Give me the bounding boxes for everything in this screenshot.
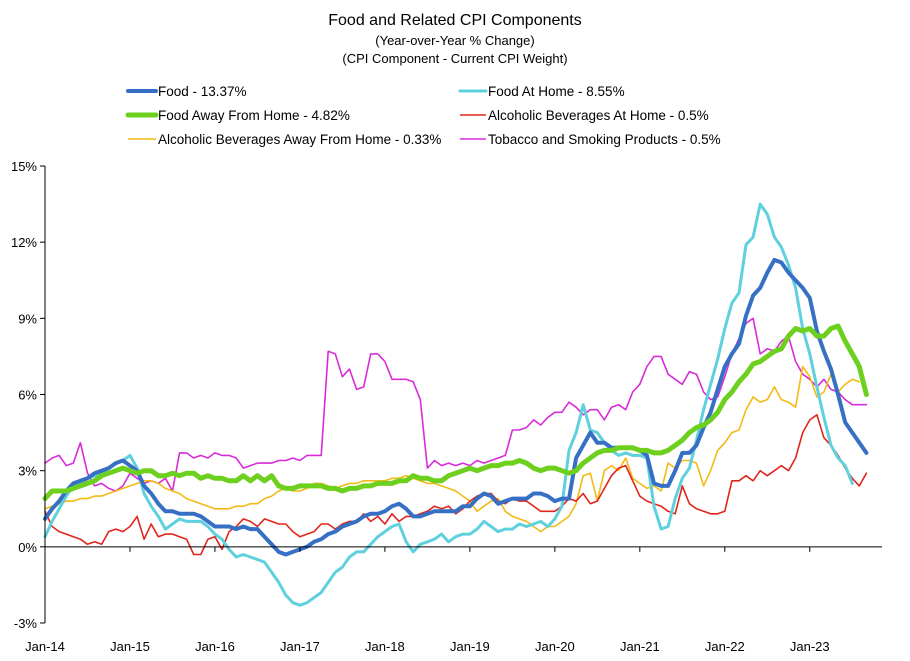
x-axis-ticks: Jan-14 Jan-15 Jan-16 Jan-17 Jan-18 Jan-19 Jan-… [25,546,830,654]
x-tick-label: Jan-14 [25,639,65,654]
x-tick-label: Jan-20 [535,639,575,654]
series-line-1 [43,202,854,607]
y-tick-label: 6% [18,388,37,403]
series-line-0 [43,257,869,557]
y-tick-label: 3% [18,464,37,479]
series-line-3 [44,413,868,556]
legend-entry-food: Food - 13.37% [126,84,247,99]
chart-legend: Food - 13.37% Food At Home - 8.55% Food … [125,84,721,147]
x-tick-label: Jan-16 [195,639,235,654]
axes-layer [44,166,882,623]
x-tick-label: Jan-15 [110,639,150,654]
x-tick-label: Jan-22 [705,639,745,654]
legend-entry-food-at-home: Food At Home - 8.55% [458,84,625,99]
series-layer [42,202,869,607]
series-line-4 [44,365,861,533]
series-line-2 [42,323,869,502]
legend-label-food-at-home: Food At Home - 8.55% [488,84,625,99]
y-axis-ticks: -3% 0% 3% 6% 9% 12% 15% [11,159,45,631]
y-tick-label: 12% [11,235,37,250]
legend-label-food-away: Food Away From Home - 4.82% [158,108,350,123]
chart-title: Food and Related CPI Components [328,12,581,29]
legend-label-food: Food - 13.37% [158,84,247,99]
legend-entry-tobacco: Tobacco and Smoking Products - 0.5% [460,132,721,147]
x-tick-label: Jan-18 [365,639,405,654]
y-tick-label: 15% [11,159,37,174]
chart-subtitle-1: (Year-over-Year % Change) [375,33,534,48]
legend-entry-food-away: Food Away From Home - 4.82% [125,108,350,123]
y-tick-label: 9% [18,311,37,326]
legend-entry-alcohol-home: Alcoholic Beverages At Home - 0.5% [460,108,709,123]
legend-label-alcohol-away: Alcoholic Beverages Away From Home - 0.3… [158,132,441,147]
y-tick-label: 0% [18,540,37,555]
x-tick-label: Jan-23 [790,639,830,654]
x-tick-label: Jan-17 [280,639,320,654]
plot-area: -3%0%3%6%9%12%15% Jan-14 Jan-15 Jan-16 Jan-… [11,159,882,654]
x-tick-label: Jan-19 [450,639,490,654]
y-tick-label: -3% [14,616,38,631]
series-line-5 [44,317,868,492]
chart-title-group: Food and Related CPI Components (Year-ov… [328,12,581,66]
chart-subtitle-2: (CPI Component - Current CPI Weight) [342,51,567,66]
legend-label-tobacco: Tobacco and Smoking Products - 0.5% [488,132,721,147]
legend-label-alcohol-home: Alcoholic Beverages At Home - 0.5% [488,108,709,123]
x-tick-label: Jan-21 [620,639,660,654]
legend-entry-alcohol-away: Alcoholic Beverages Away From Home - 0.3… [128,132,441,147]
